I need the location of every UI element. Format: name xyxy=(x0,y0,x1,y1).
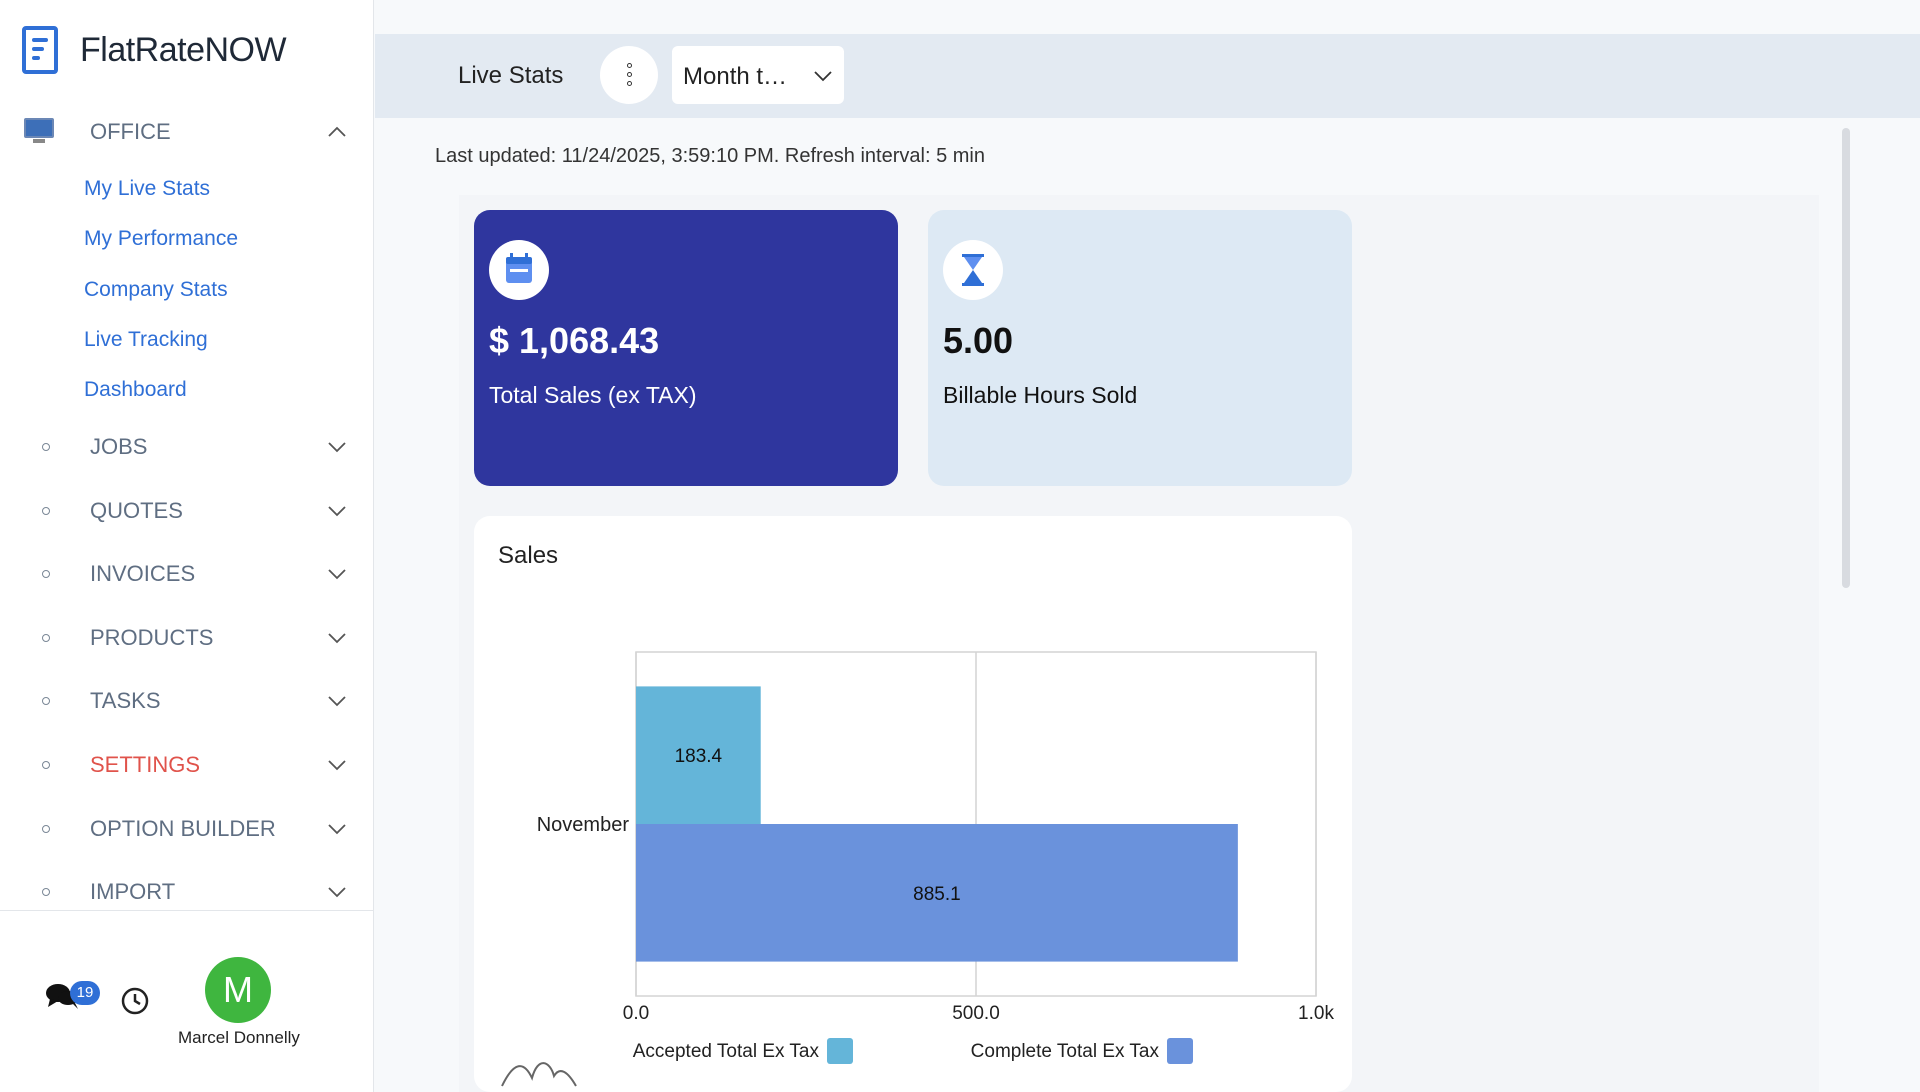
nav-office-label: OFFICE xyxy=(90,119,171,144)
total-sales-card: $ 1,068.43 Total Sales (ex TAX) xyxy=(474,210,898,486)
page-title: Live Stats xyxy=(458,62,564,89)
nav-settings-label: SETTINGS xyxy=(90,752,201,777)
nav-quotes-label: QUOTES xyxy=(90,498,183,523)
category-label: November xyxy=(537,814,630,836)
app-name: FlatRateNOW xyxy=(80,30,287,69)
more-options-button[interactable] xyxy=(600,46,658,104)
legend-label: Accepted Total Ex Tax xyxy=(633,1041,820,1062)
chevron-down-icon xyxy=(327,437,347,457)
billable-hours-label: Billable Hours Sold xyxy=(943,382,1138,408)
chevron-down-icon xyxy=(327,501,347,521)
chevron-down-icon xyxy=(327,628,347,648)
bullet-icon xyxy=(42,443,50,451)
nav-jobs[interactable]: JOBS xyxy=(0,427,374,467)
nav-products-label: PRODUCTS xyxy=(90,625,214,650)
sidebar-item-my-performance[interactable]: My Performance xyxy=(84,227,239,250)
nav-import[interactable]: IMPORT xyxy=(0,872,374,912)
chat-badge: 19 xyxy=(70,981,100,1005)
nav-invoices[interactable]: INVOICES xyxy=(0,554,374,594)
sidebar-item-live-tracking[interactable]: Live Tracking xyxy=(84,328,208,351)
logo-icon xyxy=(22,26,58,74)
legend-swatch xyxy=(827,1038,853,1064)
nav-products[interactable]: PRODUCTS xyxy=(0,618,374,658)
kebab-dot xyxy=(627,72,632,77)
clock-icon[interactable] xyxy=(120,986,150,1016)
top-bar: Live Stats Month t… xyxy=(375,34,1920,118)
x-tick-label: 1.0k xyxy=(1298,1003,1334,1024)
chart-title: Sales xyxy=(498,542,559,569)
legend-swatch xyxy=(1167,1038,1193,1064)
nav-office[interactable]: OFFICE xyxy=(0,110,374,154)
chevron-down-icon xyxy=(327,755,347,775)
monitor-icon xyxy=(24,118,54,144)
data-label: 183.4 xyxy=(675,746,723,767)
user-name: Marcel Donnelly xyxy=(178,1028,300,1047)
chevron-down-icon xyxy=(813,66,833,86)
wave-icon xyxy=(501,1062,577,1087)
sales-chart-card: Sales 0.0 500.0 1.0k 183.4 885.1 November Acce… xyxy=(474,516,1352,1092)
nav-invoices-label: INVOICES xyxy=(90,561,196,586)
sidebar-item-company-stats[interactable]: Company Stats xyxy=(84,278,228,301)
sidebar-item-my-live-stats[interactable]: My Live Stats xyxy=(84,177,211,200)
bullet-icon xyxy=(42,507,50,515)
legend-label: Complete Total Ex Tax xyxy=(971,1041,1160,1062)
nav-quotes[interactable]: QUOTES xyxy=(0,491,374,531)
app-logo[interactable]: FlatRateNOW xyxy=(22,26,287,74)
period-select[interactable]: Month t… xyxy=(672,46,844,104)
nav-settings[interactable]: SETTINGS xyxy=(0,745,374,785)
bar xyxy=(636,686,761,824)
kebab-dot xyxy=(627,81,632,86)
sidebar-footer: 19 M Marcel Donnelly xyxy=(0,910,374,1092)
chevron-down-icon xyxy=(327,564,347,584)
scrollbar[interactable] xyxy=(1842,128,1850,588)
bullet-icon xyxy=(42,888,50,896)
nav-jobs-label: JOBS xyxy=(90,434,148,459)
nav-option-builder-label: OPTION BUILDER xyxy=(90,816,276,841)
data-label: 885.1 xyxy=(913,884,961,905)
last-updated-text: Last updated: 11/24/2025, 3:59:10 PM. Re… xyxy=(435,145,985,167)
total-sales-label: Total Sales (ex TAX) xyxy=(489,382,697,408)
bar xyxy=(636,824,1238,962)
bullet-icon xyxy=(42,761,50,769)
chevron-up-icon xyxy=(327,122,347,142)
bullet-icon xyxy=(42,570,50,578)
chevron-down-icon xyxy=(327,882,347,902)
avatar[interactable]: M xyxy=(205,957,271,1023)
bullet-icon xyxy=(42,634,50,642)
billable-hours-value: 5.00 xyxy=(943,320,1014,361)
bullet-icon xyxy=(42,697,50,705)
billable-hours-card: 5.00 Billable Hours Sold xyxy=(928,210,1352,486)
bullet-icon xyxy=(42,825,50,833)
x-tick-label: 500.0 xyxy=(952,1003,1000,1024)
kebab-dot xyxy=(627,63,632,68)
sidebar: FlatRateNOW OFFICE My Live Stats My Perf… xyxy=(0,0,374,1092)
sales-chart: 0.0 500.0 1.0k 183.4 885.1 November Accepted T… xyxy=(501,651,1334,1087)
nav-tasks[interactable]: TASKS xyxy=(0,681,374,721)
nav-tasks-label: TASKS xyxy=(90,688,161,713)
sidebar-item-dashboard[interactable]: Dashboard xyxy=(84,378,187,401)
chevron-down-icon xyxy=(327,691,347,711)
nav-option-builder[interactable]: OPTION BUILDER xyxy=(0,809,374,849)
x-tick-label: 0.0 xyxy=(623,1003,649,1024)
nav-import-label: IMPORT xyxy=(90,879,176,904)
hourglass-icon xyxy=(943,240,1003,300)
period-select-value: Month t… xyxy=(683,63,788,90)
calendar-icon xyxy=(489,240,549,300)
chevron-down-icon xyxy=(327,819,347,839)
total-sales-value: $ 1,068.43 xyxy=(489,320,660,361)
